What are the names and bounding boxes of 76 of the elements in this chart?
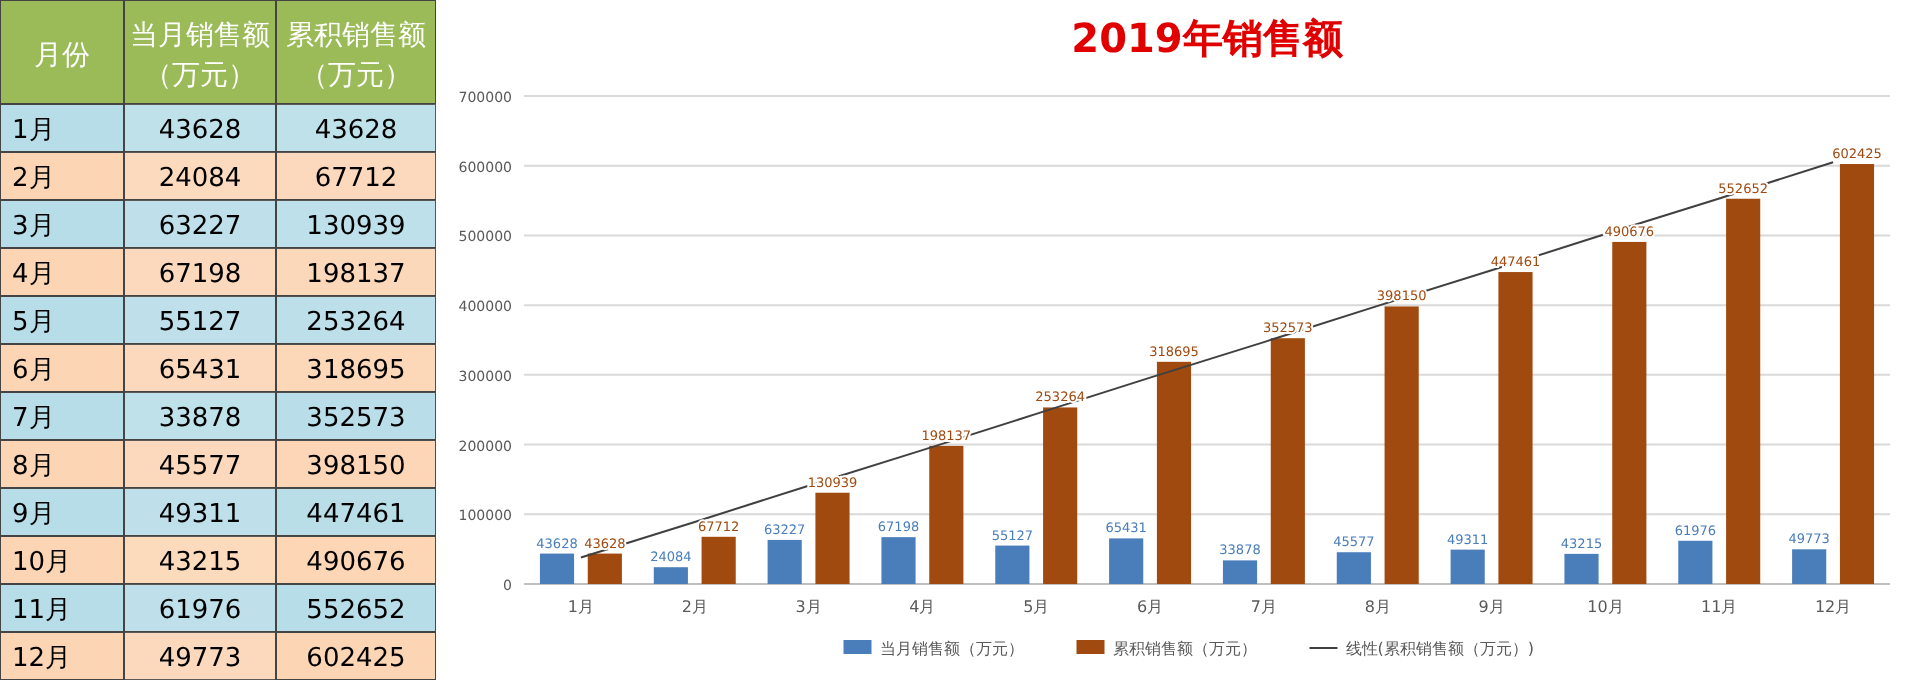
x-tick-label: 3月 xyxy=(795,598,822,616)
bar xyxy=(1043,407,1078,584)
chart-title: 2019年销售额 xyxy=(1071,14,1345,62)
data-label: 63227 xyxy=(158,212,242,242)
x-tick-label: 6月 xyxy=(1136,598,1164,616)
data-label: 552652 xyxy=(306,596,406,626)
bar xyxy=(1222,560,1258,584)
data-label: 65431 xyxy=(158,356,242,386)
x-tick-label: 2月 xyxy=(681,598,708,616)
data-label: 24084 xyxy=(158,164,242,194)
bar xyxy=(1498,272,1533,584)
y-tick-label: 4月 xyxy=(12,260,55,290)
x-tick-label: 9月 xyxy=(1478,598,1505,616)
y-axis-title: 月份 xyxy=(34,40,90,72)
bar xyxy=(1450,549,1485,584)
data-label: 33878 xyxy=(158,404,242,434)
data-label: 49773 xyxy=(158,644,242,674)
bar xyxy=(815,492,850,584)
x-tick-label: 1月 xyxy=(567,598,595,616)
bar xyxy=(1678,540,1713,584)
y-tick-label: 3月 xyxy=(12,212,55,242)
bar xyxy=(881,537,916,584)
y-tick-label: 8月 xyxy=(12,452,55,482)
data-label: 55127 xyxy=(158,308,242,338)
bar xyxy=(1564,553,1599,584)
bar xyxy=(1109,538,1144,584)
bar xyxy=(653,567,688,584)
y-tick-label: 9月 xyxy=(12,500,55,530)
legend-label: 线性(累积销售额（万元）) xyxy=(1345,640,1534,658)
y-tick-label: 1月 xyxy=(12,116,55,146)
data-label: 490676 xyxy=(306,548,406,578)
y-tick-label: 12月 xyxy=(12,644,72,674)
x-tick-label: 7月 xyxy=(1250,598,1278,616)
bar xyxy=(1270,338,1305,584)
bar xyxy=(1726,198,1761,584)
x-tick-label: 10月 xyxy=(1587,598,1624,616)
bar xyxy=(587,553,622,584)
data-label: 67198 xyxy=(158,260,242,290)
data-label: 43215 xyxy=(158,548,242,578)
legend-label: 当月销售额（万元） xyxy=(879,640,1024,658)
data-label: 602425 xyxy=(306,644,406,674)
bar xyxy=(1839,164,1875,584)
bar xyxy=(929,445,964,584)
y-tick-label: 6月 xyxy=(12,356,55,386)
data-label: 253264 xyxy=(306,308,406,338)
bar xyxy=(1156,361,1192,584)
y-tick-label: 7月 xyxy=(12,404,55,434)
data-label: 67712 xyxy=(314,164,398,194)
data-label: 43628 xyxy=(158,116,242,146)
bar xyxy=(701,536,736,584)
bar xyxy=(539,553,575,584)
data-label: 45577 xyxy=(158,452,242,482)
bar xyxy=(1792,549,1827,584)
data-label: 352573 xyxy=(306,404,406,434)
y-tick-label: 2月 xyxy=(12,164,55,194)
x-tick-label: 11月 xyxy=(1701,598,1738,616)
x-tick-label: 12月 xyxy=(1814,598,1852,616)
data-label: 198137 xyxy=(306,260,406,290)
x-tick-label: 8月 xyxy=(1364,598,1391,616)
data-label: 398150 xyxy=(306,452,406,482)
bar xyxy=(1336,552,1371,584)
bar xyxy=(1384,306,1419,584)
data-label: 43628 xyxy=(314,116,398,146)
data-label: 61976 xyxy=(158,596,242,626)
legend-label: 累积销售额（万元） xyxy=(1112,640,1257,658)
bar xyxy=(995,545,1030,584)
bar xyxy=(1612,241,1647,584)
y-tick-label: 5月 xyxy=(12,308,55,338)
data-label: 130939 xyxy=(306,212,406,242)
x-tick-label: 5月 xyxy=(1023,598,1050,616)
data-label: 447461 xyxy=(306,500,406,530)
bar xyxy=(767,539,802,584)
data-label: 49311 xyxy=(158,500,242,530)
y-tick-label: 10月 xyxy=(12,548,72,578)
data-label: 318695 xyxy=(306,356,406,386)
x-tick-label: 4月 xyxy=(909,598,936,616)
